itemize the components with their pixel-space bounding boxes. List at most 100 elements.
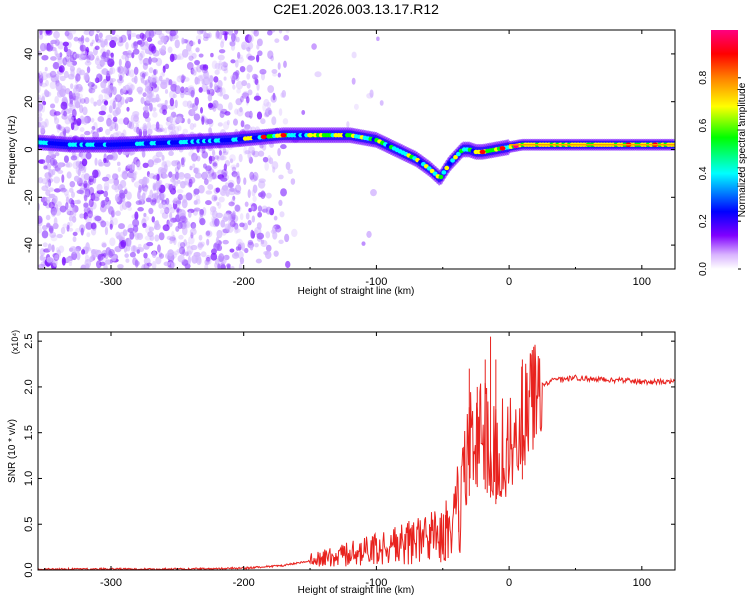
spectrogram-noise-blob [226,119,230,126]
spectrogram-noise-blob [107,178,115,184]
spectrogram-noise-blob [261,208,269,213]
spectrogram-noise-blob [229,187,237,192]
spectrogram-noise-blob [41,103,46,113]
spectrogram-noise-blob [121,54,126,60]
spectrogram-noise-blob [222,216,229,222]
spectrogram-noise-blob [247,55,256,61]
spectrogram-noise-blob [222,239,229,245]
spectrogram-noise-blob [236,171,240,180]
spectrogram-noise-blob [95,33,99,43]
spectrogram-noise-blob [191,52,197,59]
spectrogram-noise-blob [142,215,150,222]
spectrogram-noise-blob [239,106,243,113]
snr-xtick-label: -100 [365,577,387,589]
spectrogram-noise-blob [142,176,148,186]
spectrogram-noise-blob [244,201,249,207]
spectrogram-noise-blob [49,81,57,90]
spectrogram-noise-blob [59,205,67,213]
spectrogram-noise-blob [244,248,249,254]
ridge-hotspot [479,149,486,155]
spectrogram-noise-blob [199,74,207,80]
spectrogram-noise-blob [209,172,217,180]
spectrogram-noise-blob [241,41,248,50]
spectrogram-noise-blob [149,235,155,241]
spectrogram-noise-blob [176,75,183,83]
spectrogram-noise-blob [38,121,42,128]
spectrogram-noise-blob [191,152,198,162]
spectrogram-noise-blob [181,226,188,236]
spectrogram-noise-blob [186,62,194,70]
spectrogram-noise-blob [90,129,95,134]
spectrogram-noise-blob [117,118,126,125]
spectrogram-noise-blob [43,165,48,170]
spectrogram-noise-blob [55,53,61,58]
spectrogram-noise-blob [70,83,74,89]
spectrogram-noise-blob [193,207,201,212]
spectrogram-noise-blob [230,59,236,64]
spectrogram-noise-blob [271,69,278,74]
spectrogram-noise-blob [246,47,251,52]
spectrogram-noise-blob [66,224,70,232]
spectrogram-noise-blob [68,227,74,232]
spectrogram-noise-blob [234,204,241,212]
spectrogram-noise-blob [38,71,43,79]
spectrogram-noise-blob [220,264,226,269]
spectrogram-noise-blob [218,49,226,54]
spectrogram-noise-blob [227,182,234,189]
spectrogram-noise-blob [291,228,298,238]
spectrogram-noise-blob [182,75,186,80]
spectrogram-noise-blob [116,161,121,167]
spectrogram-noise-blob [204,259,210,266]
spectrogram-noise-blob [209,81,213,89]
spectrogram-noise-blob [217,122,223,127]
spectrogram-noise-blob [58,245,65,254]
spectrogram-noise-blob [99,204,107,213]
spectrogram-noise-blob [168,222,173,228]
spectrogram-noise-blob [118,58,122,67]
spectrogram-noise-blob [85,263,90,269]
spectrogram-noise-blob [75,54,80,59]
spectrogram-noise-blob [95,260,102,269]
spectrogram-noise-blob [89,42,94,47]
spectrogram-noise-blob [230,74,237,81]
spectrogram-noise-blob [169,53,175,63]
spectrogram-noise-blob [152,111,158,118]
spectrogram-noise-blob [252,184,258,194]
snr-series-line [38,344,675,570]
spectrogram-noise-blob [201,78,205,85]
spectrogram-noise-blob [101,249,108,257]
spectrogram-noise-blob [230,43,236,51]
spectrogram-noise-blob [237,251,244,260]
spectrogram-noise-blob [120,172,128,179]
spectrogram-noise-blob [124,60,131,69]
spectrogram-noise-blob [179,212,186,221]
spectrogram-noise-blob [164,89,169,94]
spectrogram-noise-blob [51,211,56,218]
spectrogram-noise-blob [137,207,144,212]
spectrogram-noise-blob [269,207,275,216]
spectrogram-noise-blob [210,173,218,181]
spectrogram-noise-blob [165,253,172,260]
spectrogram-noise-blob [230,198,236,205]
spectrogram-noise-blob [96,64,103,70]
spectrogram-noise-blob [38,94,42,99]
spectrogram-noise-blob [190,221,197,229]
spectrogram-noise-blob [126,82,134,90]
spectrogram-noise-blob [145,197,152,203]
spectrogram-noise-blob [151,97,157,103]
spectrogram-noise-blob [70,116,74,124]
spectrogram-noise-blob [65,196,70,205]
spectrogram-noise-blob [105,34,113,41]
spectrogram-noise-blob [202,76,211,86]
spectrogram-noise-blob [107,154,115,161]
spectrogram-noise-blob [229,248,235,253]
spectrogram-noise-blob [226,264,231,269]
spectrogram-noise-blob [370,189,377,197]
spectrogram-noise-blob [220,87,226,97]
spectrogram-noise-blob [278,239,284,245]
spectrogram-noise-blob [164,63,170,70]
spectrogram-noise-blob [195,194,201,202]
spectrogram-noise-blob [212,151,216,157]
ridge-highlight [444,165,450,171]
spectrogram-noise-blob [101,241,107,248]
